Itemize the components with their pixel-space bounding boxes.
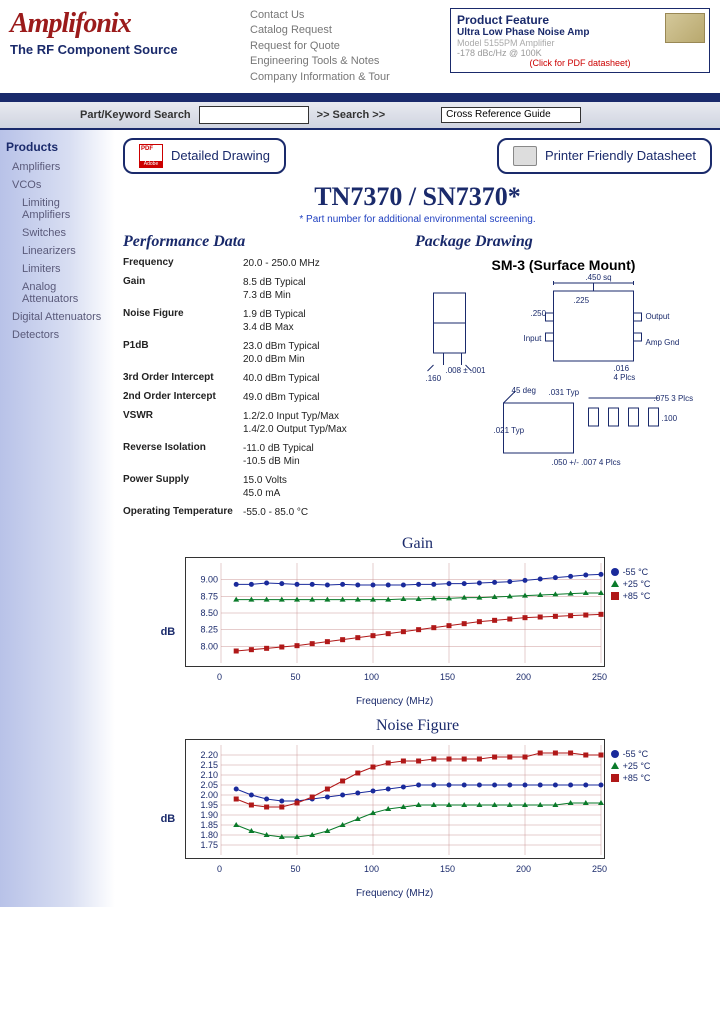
spec-row: P1dB23.0 dBm Typical20.0 dBm Min [123,340,403,366]
sidebar: Products Amplifiers VCOs Limiting Amplif… [0,130,115,907]
logo: Amplifonix [10,8,250,40]
svg-text:8.25: 8.25 [200,625,218,635]
svg-text:2.15: 2.15 [200,760,218,770]
sidebar-limiting-amp[interactable]: Limiting Amplifiers [0,194,115,224]
svg-text:2.05: 2.05 [200,780,218,790]
xref-guide[interactable]: Cross Reference Guide [441,107,581,123]
detailed-drawing-button[interactable]: Detailed Drawing [123,138,286,174]
spec-row: 3rd Order Intercept40.0 dBm Typical [123,372,403,385]
svg-text:Output: Output [646,312,671,321]
svg-text:.450 sq: .450 sq [585,273,611,282]
gain-xlabel: Frequency (MHz) [185,696,605,707]
svg-text:.160: .160 [426,374,442,383]
noise-ylabel: dB [161,813,176,825]
chip-icon [665,13,705,43]
header-nav: Contact Us Catalog Request Request for Q… [250,8,450,85]
sidebar-digital-att[interactable]: Digital Attenuators [0,308,115,326]
nav-contact[interactable]: Contact Us [250,8,450,23]
sidebar-head: Products [0,136,115,158]
nav-company[interactable]: Company Information & Tour [250,70,450,85]
noise-xlabel: Frequency (MHz) [185,888,605,899]
svg-text:.050 +/- .007 4 Plcs: .050 +/- .007 4 Plcs [552,458,621,467]
perf-head: Performance Data [123,233,403,251]
spec-row: VSWR1.2/2.0 Input Typ/Max1.4/2.0 Output … [123,410,403,436]
svg-text:2.10: 2.10 [200,770,218,780]
svg-text:.031 Typ: .031 Typ [549,388,580,397]
svg-text:Input: Input [524,334,543,343]
svg-text:.016: .016 [614,364,630,373]
pkg-title: SM-3 (Surface Mount) [415,257,712,273]
svg-text:9.00: 9.00 [200,575,218,585]
part-title: TN7370 / SN7370* [123,182,712,212]
search-input[interactable] [199,106,309,124]
spec-row: Noise Figure1.9 dB Typical3.4 dB Max [123,308,403,334]
part-note: * Part number for additional environment… [123,214,712,225]
sidebar-detectors[interactable]: Detectors [0,326,115,344]
spec-row: 2nd Order Intercept49.0 dBm Typical [123,391,403,404]
gain-ylabel: dB [161,626,176,638]
gain-legend: -55 °C+25 °C+85 °C [611,567,651,603]
tagline: The RF Component Source [10,42,250,57]
svg-text:8.00: 8.00 [200,641,218,651]
spec-row: Frequency20.0 - 250.0 MHz [123,257,403,270]
noise-chart-title: Noise Figure [123,717,712,735]
product-feature[interactable]: Product Feature Ultra Low Phase Noise Am… [450,8,710,73]
svg-text:2.00: 2.00 [200,790,218,800]
svg-text:2.20: 2.20 [200,750,218,760]
nav-tools[interactable]: Engineering Tools & Notes [250,54,450,69]
svg-text:.250: .250 [531,309,547,318]
svg-text:1.95: 1.95 [200,800,218,810]
svg-text:Amp Gnd: Amp Gnd [646,338,680,347]
sidebar-analog-att[interactable]: Analog Attenuators [0,278,115,308]
pdf-icon [139,144,163,168]
svg-text:45 deg: 45 deg [512,386,536,395]
nav-quote[interactable]: Request for Quote [250,39,450,54]
search-label: Part/Keyword Search [80,109,191,121]
svg-text:1.85: 1.85 [200,820,218,830]
svg-text:8.75: 8.75 [200,591,218,601]
spec-row: Gain8.5 dB Typical7.3 dB Min [123,276,403,302]
svg-text:4 Plcs: 4 Plcs [614,373,636,382]
search-button[interactable]: >> Search >> [317,109,386,121]
sidebar-limiters[interactable]: Limiters [0,260,115,278]
svg-text:.225: .225 [574,296,590,305]
printer-friendly-button[interactable]: Printer Friendly Datasheet [497,138,712,174]
svg-text:1.75: 1.75 [200,840,218,850]
svg-text:.075 3 Plcs: .075 3 Plcs [654,394,694,403]
svg-text:1.90: 1.90 [200,810,218,820]
pkg-head: Package Drawing [415,233,712,251]
nav-catalog[interactable]: Catalog Request [250,23,450,38]
sidebar-linearizers[interactable]: Linearizers [0,242,115,260]
svg-text:8.50: 8.50 [200,608,218,618]
spec-row: Operating Temperature-55.0 - 85.0 °C [123,506,403,519]
sidebar-vcos[interactable]: VCOs [0,176,115,194]
printer-label: Printer Friendly Datasheet [545,148,696,163]
gain-chart-title: Gain [123,535,712,553]
svg-text:.100: .100 [662,414,678,423]
svg-text:.008 ± .001: .008 ± .001 [446,366,487,375]
spec-row: Power Supply15.0 Volts45.0 mA [123,474,403,500]
svg-text:.021 Typ: .021 Typ [494,426,525,435]
noise-legend: -55 °C+25 °C+85 °C [611,749,651,785]
printer-icon [513,146,537,166]
drawing-label: Detailed Drawing [171,148,270,163]
sidebar-switches[interactable]: Switches [0,224,115,242]
feature-link[interactable]: (Click for PDF datasheet) [457,58,703,68]
svg-text:1.80: 1.80 [200,830,218,840]
feature-spec: -178 dBc/Hz @ 100K [457,48,703,58]
gain-chart: 8.00 8.25 8.50 8.75 9.00 [185,557,605,667]
sidebar-amplifiers[interactable]: Amplifiers [0,158,115,176]
package-drawing: .450 sq .225 .250 Input Output Amp Gnd .… [415,273,712,473]
noise-chart: 1.751.801.851.901.952.002.052.102.152.20 [185,739,605,859]
spec-row: Reverse Isolation-11.0 dB Typical-10.5 d… [123,442,403,468]
